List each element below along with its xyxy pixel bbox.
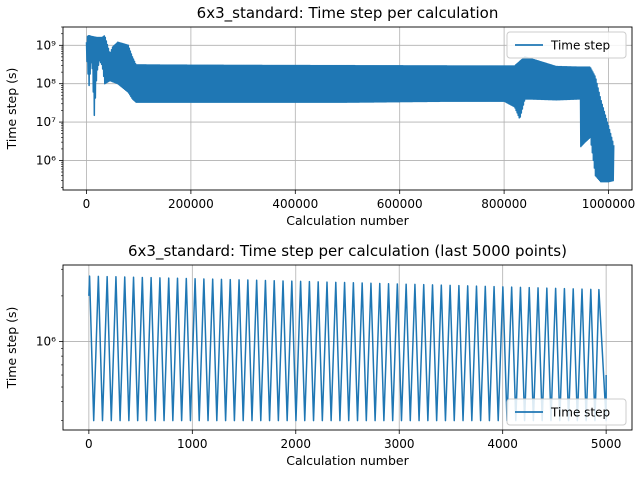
x-tick-label: 3000 bbox=[384, 437, 415, 451]
series-line-time-step bbox=[88, 275, 607, 422]
x-tick-label: 0 bbox=[85, 437, 93, 451]
x-tick-label: 600000 bbox=[377, 197, 423, 211]
x-tick-label: 1000000 bbox=[582, 197, 635, 211]
bottom-chart: 6x3_standard: Time step per calculation … bbox=[4, 242, 633, 468]
y-tick-label: 10⁸ bbox=[36, 77, 56, 91]
y-tick-label: 10⁷ bbox=[36, 115, 56, 129]
top-chart: 6x3_standard: Time step per calculation 0… bbox=[4, 4, 635, 228]
legend: Time step bbox=[506, 398, 627, 426]
plot-area-frame bbox=[62, 264, 633, 431]
y-axis-label: Time step (s) bbox=[4, 68, 19, 151]
x-tick-label: 5000 bbox=[591, 437, 622, 451]
legend: Time step bbox=[506, 31, 627, 59]
plot-area-frame bbox=[62, 26, 633, 191]
x-tick-label: 4000 bbox=[487, 437, 518, 451]
series-line-time-step bbox=[85, 34, 615, 183]
x-tick-label: 800000 bbox=[481, 197, 527, 211]
y-tick-label: 10⁹ bbox=[36, 38, 56, 52]
x-tick-label: 2000 bbox=[280, 437, 311, 451]
y-tick-label: 10⁶ bbox=[36, 153, 56, 167]
legend-box bbox=[506, 398, 627, 426]
x-tick-label: 200000 bbox=[168, 197, 214, 211]
legend-label: Time step bbox=[550, 39, 610, 53]
x-tick-label: 1000 bbox=[177, 437, 208, 451]
x-axis-label: Calculation number bbox=[286, 453, 409, 468]
y-axis-label: Time step (s) bbox=[4, 307, 19, 390]
chart-title: 6x3_standard: Time step per calculation … bbox=[128, 242, 567, 261]
x-tick-label: 400000 bbox=[272, 197, 318, 211]
x-tick-label: 0 bbox=[83, 197, 91, 211]
chart-title: 6x3_standard: Time step per calculation bbox=[197, 4, 499, 23]
y-tick-label: 10⁶ bbox=[36, 334, 56, 348]
x-axis-label: Calculation number bbox=[286, 213, 409, 228]
legend-box bbox=[506, 31, 627, 59]
legend-label: Time step bbox=[550, 406, 610, 420]
